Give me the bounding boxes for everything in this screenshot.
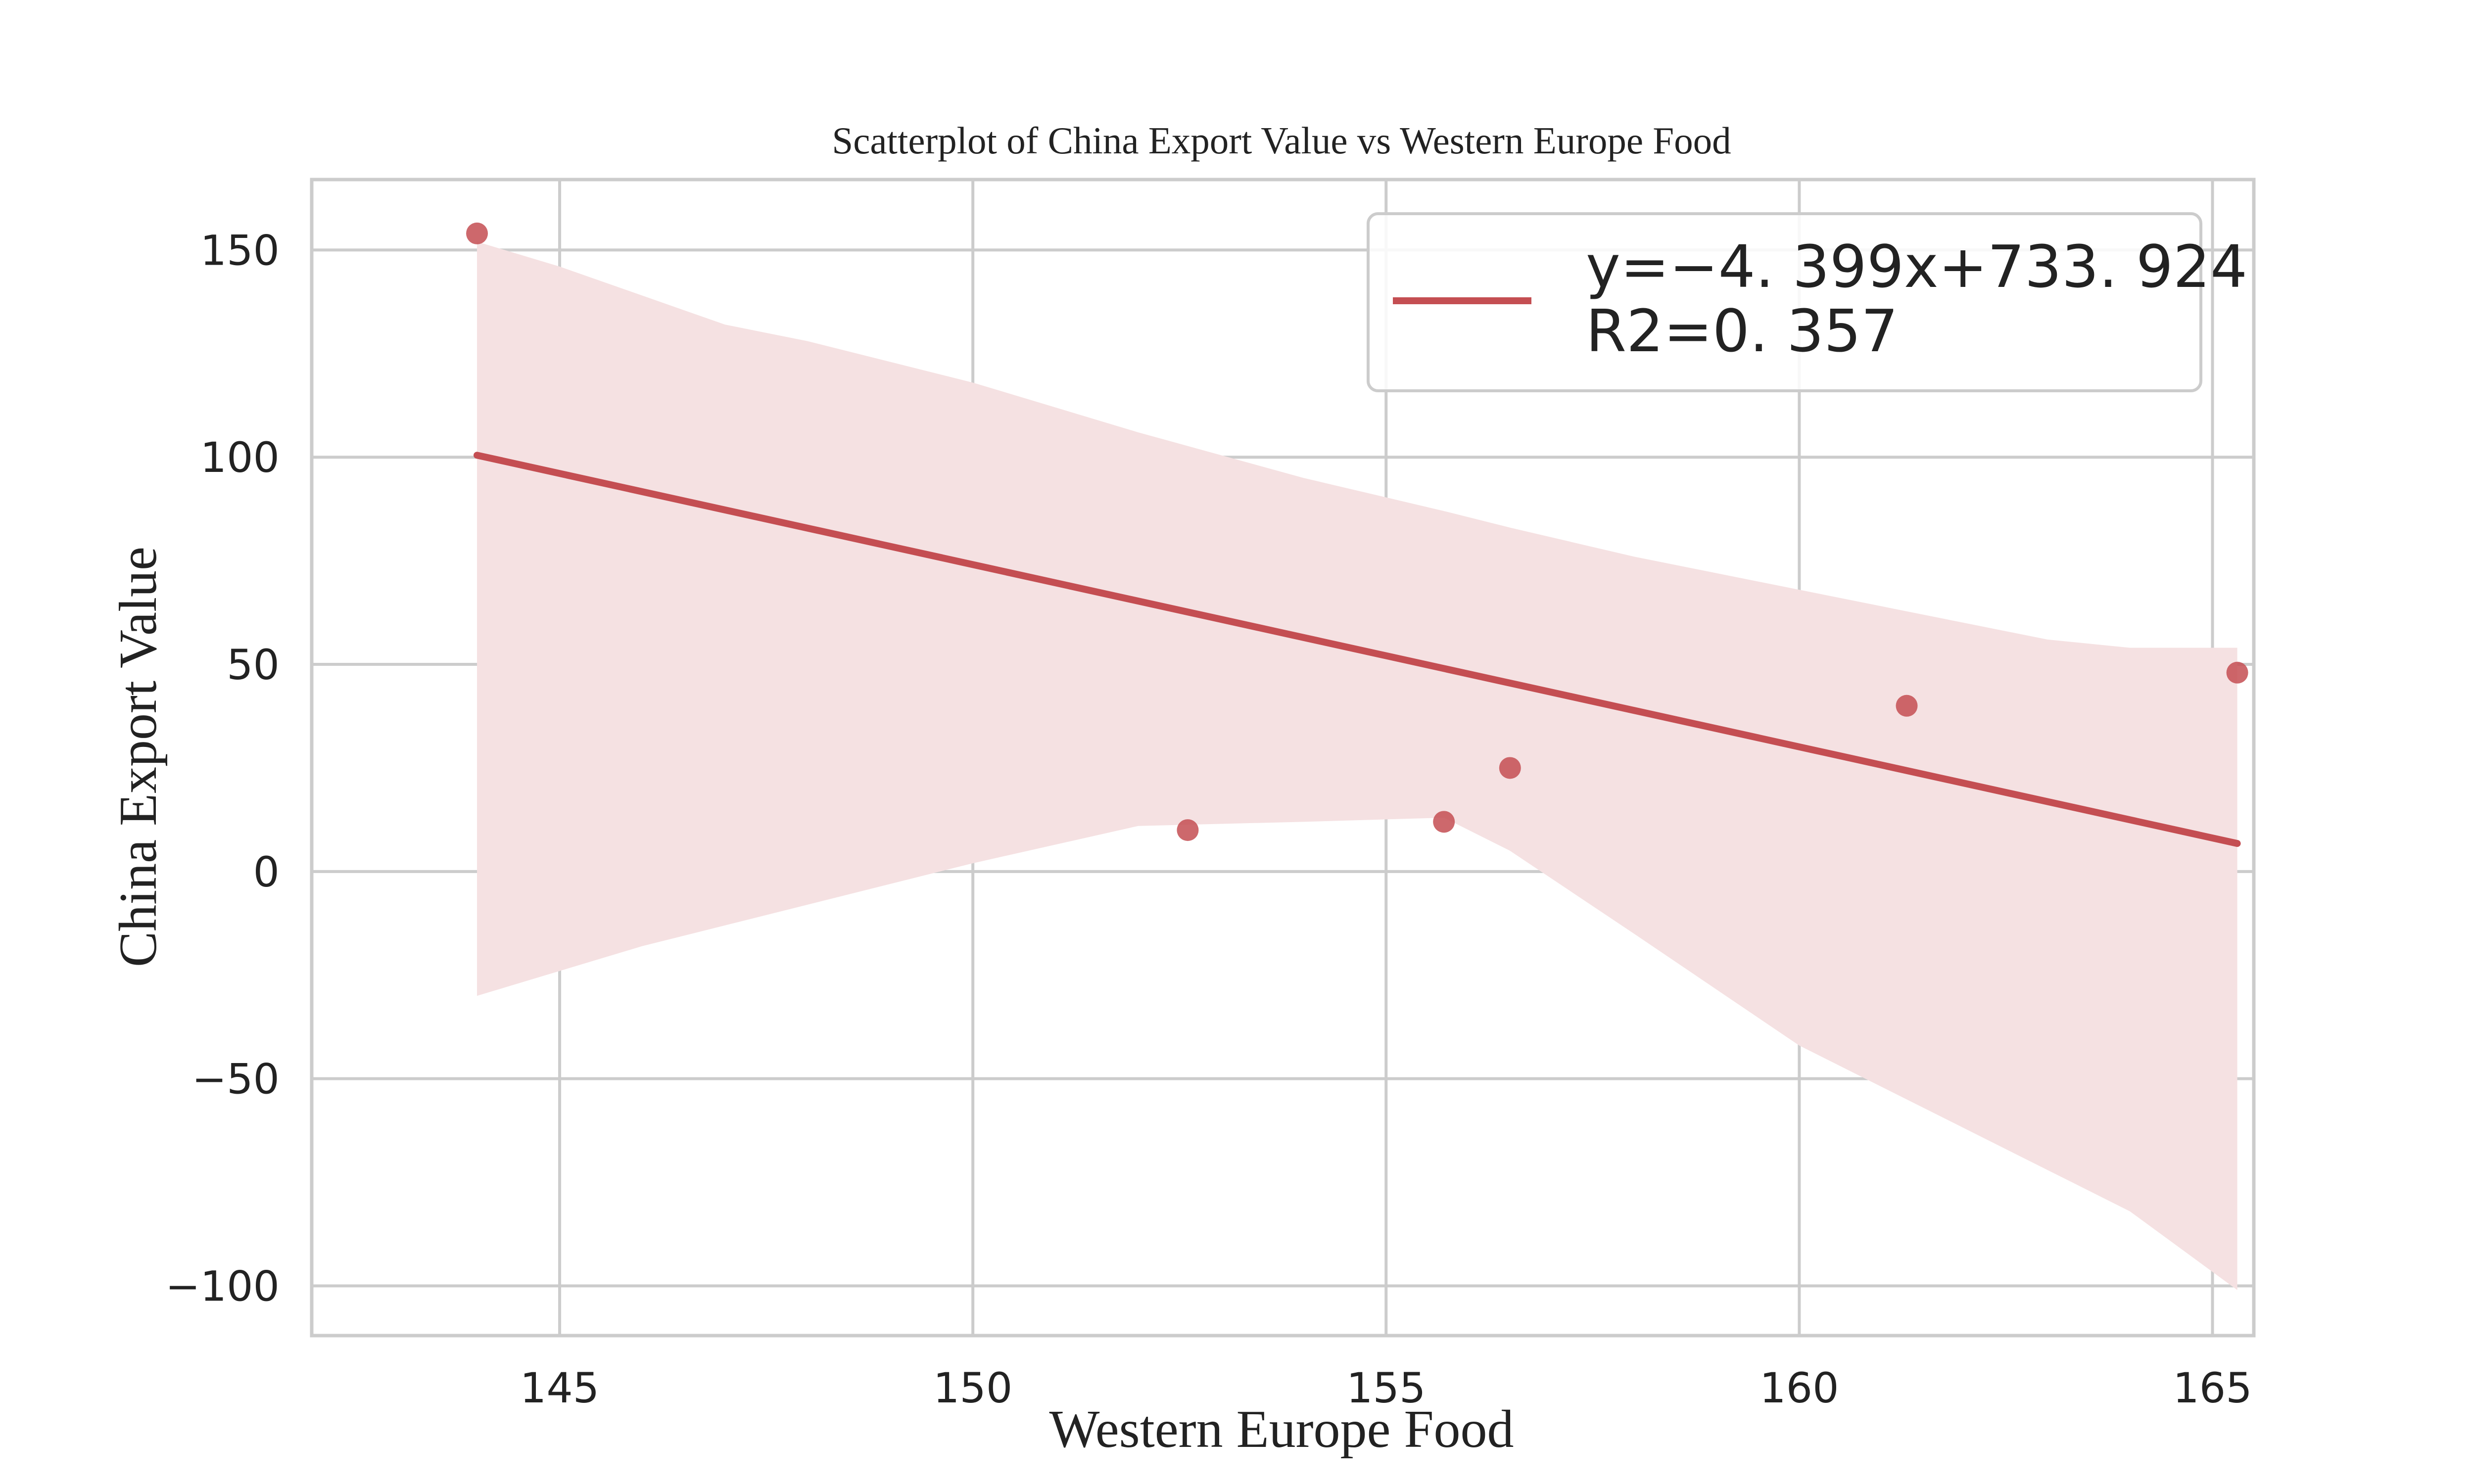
x-tick-label: 155 — [1346, 1364, 1426, 1412]
y-tick-label: 150 — [200, 226, 280, 275]
confidence-band-layer — [477, 241, 2237, 1290]
scatter-point — [2226, 661, 2248, 684]
scatter-points — [466, 222, 2248, 841]
scatter-point — [1433, 811, 1455, 833]
legend-equation: y=−4. 399x+733. 924 — [1586, 232, 2247, 301]
regression-line-layer — [474, 452, 2241, 847]
x-tick-label: 150 — [933, 1364, 1012, 1412]
confidence-band — [477, 241, 2237, 1290]
scatter-point — [1177, 819, 1199, 841]
scatter-point — [1499, 757, 1521, 779]
legend: y=−4. 399x+733. 924 R2=0. 357 — [1367, 212, 2247, 392]
y-axis-label: China Export Value — [109, 547, 168, 967]
regression-line — [474, 452, 2241, 847]
y-tick-label: 100 — [200, 433, 280, 482]
x-tick-label: 160 — [1760, 1364, 1839, 1412]
x-tick-label: 165 — [2173, 1364, 2252, 1412]
y-tick-label: −100 — [165, 1262, 280, 1310]
y-tick-label: 50 — [227, 641, 280, 689]
x-axis-label: Western Europe Food — [1049, 1400, 1514, 1459]
scatter-point — [466, 222, 488, 244]
y-tick-label: −50 — [192, 1055, 280, 1104]
x-tick-label: 145 — [520, 1364, 599, 1412]
chart-title: Scatterplot of China Export Value vs Wes… — [832, 119, 1731, 162]
y-tick-label: 0 — [253, 848, 280, 896]
plot-frame — [310, 178, 2256, 1338]
legend-box — [1367, 212, 2202, 392]
legend-r2: R2=0. 357 — [1586, 297, 1898, 365]
y-tick-labels: −100 −50 0 50 100 150 — [165, 226, 280, 1310]
x-tick-labels: 145 150 155 160 165 — [520, 1364, 2252, 1412]
scatter-point — [1896, 695, 1918, 717]
